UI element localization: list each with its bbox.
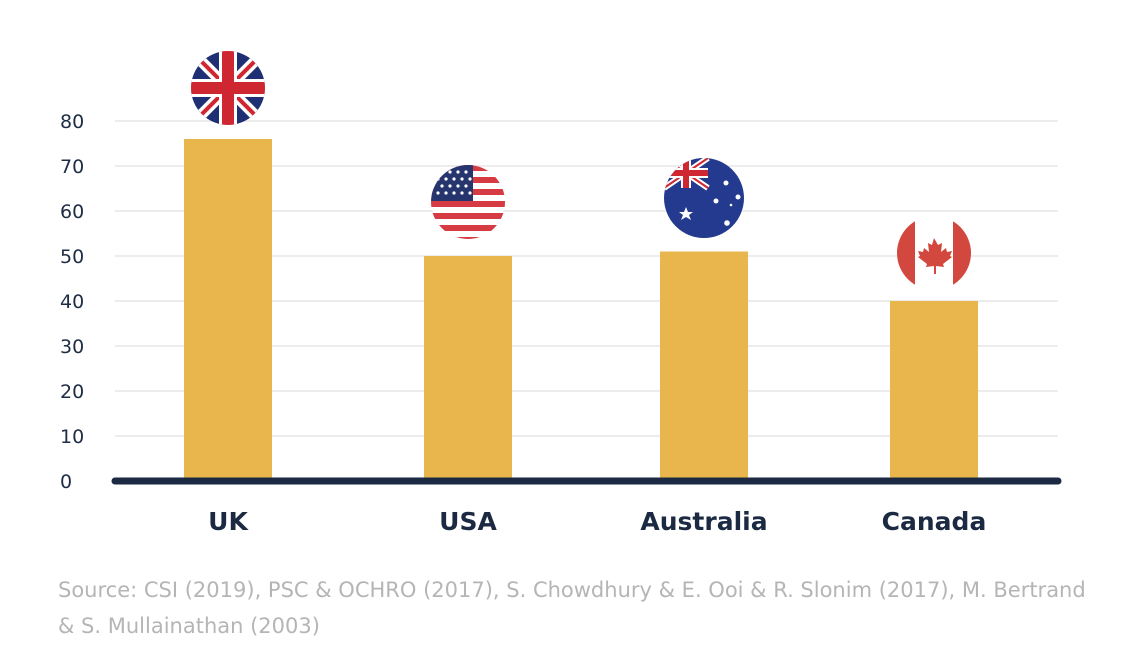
- usa-flag-icon: [431, 165, 505, 239]
- x-category-label: UK: [208, 507, 249, 536]
- y-tick-label: 70: [60, 156, 84, 178]
- x-category-label: USA: [439, 507, 497, 536]
- y-tick-label: 10: [60, 426, 84, 448]
- y-tick-label: 60: [60, 201, 84, 223]
- source-note: Source: CSI (2019), PSC & OCHRO (2017), …: [58, 578, 1086, 638]
- y-tick-label: 80: [60, 111, 84, 133]
- y-tick-label: 0: [60, 471, 72, 493]
- x-category-label: Canada: [882, 507, 987, 536]
- y-tick-label: 20: [60, 381, 84, 403]
- bar-canada: [890, 301, 978, 481]
- canada-flag-icon: [897, 216, 971, 290]
- y-tick-label: 30: [60, 336, 84, 358]
- bar-australia: [660, 251, 748, 481]
- bar-chart: 0 10 20 30 40 50 60 70 80 UK USA Australia Canada: [60, 51, 1062, 536]
- x-category-label: Australia: [640, 507, 767, 536]
- bar-uk: [184, 139, 272, 481]
- australia-flag-icon: [664, 158, 744, 238]
- y-tick-label: 50: [60, 246, 84, 268]
- bar-usa: [424, 256, 512, 481]
- uk-flag-icon: [191, 51, 265, 125]
- y-tick-label: 40: [60, 291, 84, 313]
